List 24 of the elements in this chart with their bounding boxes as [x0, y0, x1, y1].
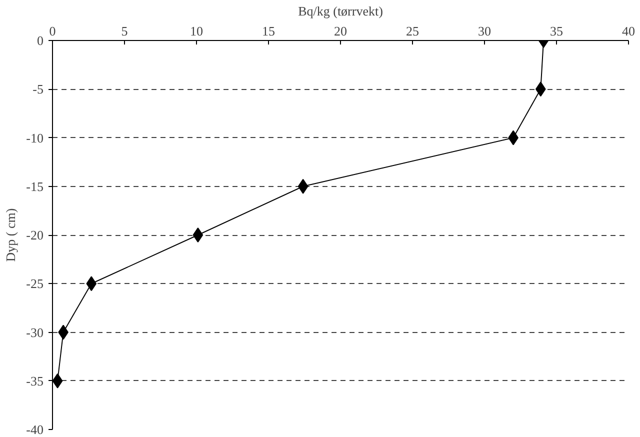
point — [86, 276, 97, 292]
x-tick-label: 0 — [49, 24, 56, 38]
x-tick-label: 25 — [406, 24, 419, 38]
x-tick-label: 15 — [262, 24, 275, 38]
y-tick-label: 0 — [37, 33, 44, 48]
y-tick-label: -15 — [26, 178, 44, 194]
x-tick-label: 10 — [190, 24, 203, 38]
y-tick-label: -20 — [26, 228, 44, 242]
y-tick-label: -35 — [26, 373, 44, 388]
point — [192, 228, 204, 242]
point — [535, 82, 546, 97]
x-tick-label: 20 — [334, 24, 347, 38]
y-axis-title: Dyp ( cm) — [3, 208, 18, 262]
x-tick-label: 5 — [121, 24, 128, 38]
y-tick-label: -30 — [26, 324, 44, 340]
y-tick-label: -10 — [26, 130, 44, 146]
point — [298, 178, 308, 194]
x-tick-label: 30 — [478, 24, 491, 38]
y-tick-label: -25 — [26, 276, 44, 292]
x-tick-label: 40 — [622, 24, 635, 38]
x-axis-title: Bq/kg (tørrvekt) — [298, 4, 383, 18]
y-tick-label: -40 — [26, 422, 44, 437]
y-tick-label: -5 — [32, 82, 44, 97]
x-tick-label: 35 — [550, 24, 563, 38]
